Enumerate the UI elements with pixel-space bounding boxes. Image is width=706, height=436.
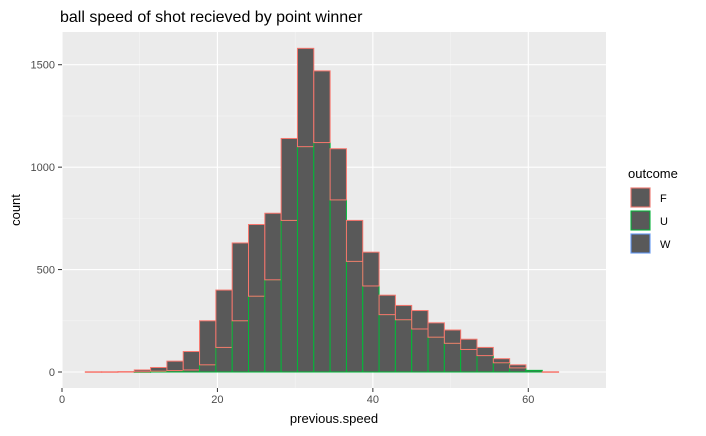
legend: outcome FUW xyxy=(628,166,678,254)
bar-u-bin-21 xyxy=(427,336,445,373)
bar-u-bin-15 xyxy=(329,199,347,373)
bar-f-bin-2 xyxy=(117,371,135,373)
chart-title: ball speed of shot recieved by point win… xyxy=(60,9,363,26)
y-tick-label: 0 xyxy=(49,367,55,379)
bar-u-bin-18 xyxy=(378,314,396,373)
bar-u-bin-19 xyxy=(394,319,413,373)
x-axis-title: previous.speed xyxy=(290,411,378,426)
bar-f-bin-9 xyxy=(231,242,250,322)
legend-label-w: W xyxy=(660,239,671,251)
bar-u-bin-14 xyxy=(313,142,331,373)
bar-f-bin-24 xyxy=(476,346,494,357)
bar-u-bin-7 xyxy=(199,364,217,373)
legend-swatch-w xyxy=(630,233,651,254)
bar-f-bin-6 xyxy=(182,351,201,371)
legend-title: outcome xyxy=(628,166,678,181)
bar-u-bin-17 xyxy=(362,285,380,373)
bar-u-bin-10 xyxy=(248,295,266,373)
x-tick-label: 0 xyxy=(59,394,65,406)
bar-f-bin-20 xyxy=(411,310,429,330)
bar-f-bin-5 xyxy=(166,360,184,372)
bar-f-bin-13 xyxy=(296,47,315,148)
bar-f-bin-0 xyxy=(84,371,103,373)
y-tick-label: 1000 xyxy=(31,162,55,174)
bar-f-bin-23 xyxy=(460,338,478,350)
bar-u-bin-13 xyxy=(296,146,315,373)
bar-u-bin-25 xyxy=(492,362,511,373)
bar-u-bin-12 xyxy=(280,219,298,373)
bar-u-bin-22 xyxy=(443,342,462,373)
bar-u-bin-27 xyxy=(525,369,543,373)
bar-f-bin-11 xyxy=(264,212,282,281)
bar-f-bin-7 xyxy=(199,320,217,366)
bar-f-bin-8 xyxy=(215,289,233,348)
y-axis-title: count xyxy=(8,194,23,226)
bar-f-bin-25 xyxy=(492,358,511,364)
bar-f-bin-22 xyxy=(443,329,462,344)
bar-f-bin-21 xyxy=(427,322,445,338)
bar-f-bin-15 xyxy=(329,148,347,201)
bar-f-bin-26 xyxy=(509,364,527,369)
bar-f-bin-12 xyxy=(280,137,298,221)
bar-f-bin-4 xyxy=(150,366,168,372)
bar-f-bin-10 xyxy=(248,224,266,297)
bar-u-bin-16 xyxy=(345,260,364,373)
x-tick-label: 20 xyxy=(211,394,223,406)
bar-f-bin-18 xyxy=(378,294,396,316)
legend-label-u: U xyxy=(660,216,668,228)
y-tick-label: 1500 xyxy=(31,60,55,72)
bar-u-bin-20 xyxy=(411,328,429,373)
bar-u-bin-26 xyxy=(509,367,527,373)
bar-u-bin-11 xyxy=(264,279,282,373)
bar-f-bin-19 xyxy=(394,304,413,321)
x-axis: 0 20 40 60 xyxy=(59,388,534,406)
y-axis: 0 500 1000 1500 xyxy=(31,60,62,379)
bar-f-bin-1 xyxy=(101,371,119,373)
x-tick-label: 60 xyxy=(522,394,534,406)
x-tick-label: 40 xyxy=(367,394,379,406)
y-tick-label: 500 xyxy=(37,265,55,277)
legend-swatch-u xyxy=(630,210,651,231)
legend-label-f: F xyxy=(660,193,667,205)
bar-u-bin-24 xyxy=(476,355,494,373)
bar-f-bin-3 xyxy=(133,369,152,373)
bar-f-bin-17 xyxy=(362,251,380,287)
bar-u-bin-23 xyxy=(460,348,478,373)
bar-f-bin-28 xyxy=(541,371,560,373)
bar-u-bin-8 xyxy=(215,346,233,373)
bar-f-bin-16 xyxy=(345,219,364,262)
legend-swatch-f xyxy=(630,187,651,208)
bar-f-bin-14 xyxy=(313,70,331,144)
bar-u-bin-9 xyxy=(231,320,250,373)
histogram-bars xyxy=(84,47,560,373)
